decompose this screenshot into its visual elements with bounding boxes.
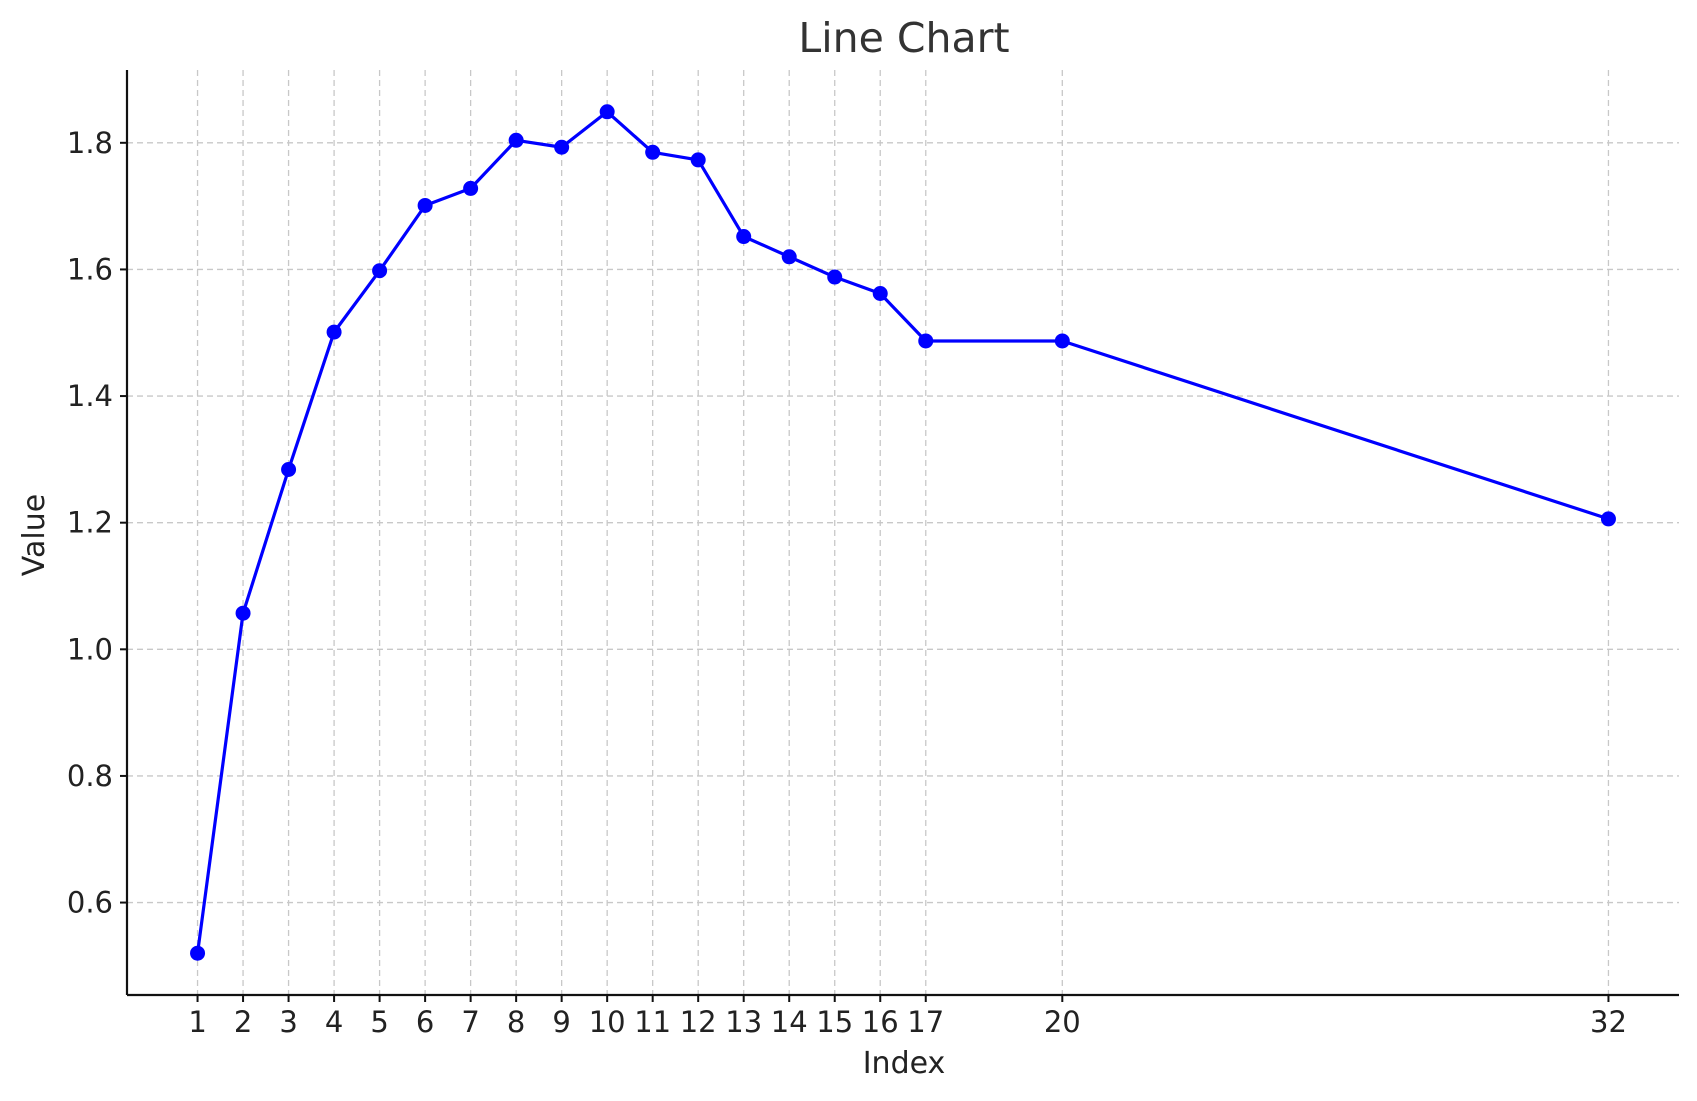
- x-tick-label: 9: [552, 1005, 570, 1039]
- grid: [127, 70, 1679, 995]
- data-point: [736, 229, 752, 245]
- x-tick-label: 7: [461, 1005, 479, 1039]
- data-point: [1054, 333, 1070, 349]
- data-point: [554, 139, 570, 155]
- data-point: [190, 945, 206, 961]
- data-point: [417, 197, 433, 213]
- data-point: [827, 269, 843, 285]
- data-point: [235, 605, 251, 621]
- data-point: [372, 263, 388, 279]
- data-point: [872, 285, 888, 301]
- axes: [125, 70, 1679, 997]
- x-tick-label: 15: [816, 1005, 853, 1039]
- data-point: [281, 462, 297, 478]
- x-tick-label: 16: [862, 1005, 899, 1039]
- data-point: [463, 180, 479, 196]
- x-tick-label: 14: [771, 1005, 808, 1039]
- x-tick-label: 20: [1044, 1005, 1081, 1039]
- chart-title: Line Chart: [798, 14, 1009, 62]
- y-tick-label: 1.8: [67, 126, 113, 160]
- x-axis-label: Index: [863, 1046, 946, 1081]
- x-tick-label: 13: [725, 1005, 762, 1039]
- x-tick-label: 1: [188, 1005, 206, 1039]
- x-tick-label: 11: [634, 1005, 671, 1039]
- x-tick-label: 4: [325, 1005, 343, 1039]
- x-tick-label: 3: [279, 1005, 297, 1039]
- ticks: 1 2 3 4 5 6 7 8 9 10 11 12 13 14 15 16 17 20 320.60.81.01.…: [67, 126, 1627, 1039]
- data-point: [645, 144, 661, 160]
- x-tick-label: 6: [416, 1005, 434, 1039]
- data-point: [918, 333, 934, 349]
- data-point: [1600, 511, 1616, 527]
- y-tick-label: 0.6: [67, 886, 113, 920]
- y-tick-label: 1.4: [67, 379, 113, 413]
- series: [190, 104, 1616, 961]
- series-line: [195, 110, 1609, 954]
- y-tick-label: 1.6: [67, 252, 113, 286]
- x-tick-label: 12: [680, 1005, 717, 1039]
- x-tick-label: 5: [370, 1005, 388, 1039]
- y-tick-label: 0.8: [67, 759, 113, 793]
- data-point: [781, 249, 797, 265]
- x-tick-label: 2: [234, 1005, 252, 1039]
- y-tick-label: 1.0: [67, 632, 113, 666]
- data-point: [326, 324, 342, 340]
- y-tick-label: 1.2: [67, 506, 113, 540]
- y-axis-label: Value: [17, 494, 52, 576]
- x-tick-label: 8: [507, 1005, 525, 1039]
- data-point: [690, 152, 706, 168]
- x-tick-label: 17: [907, 1005, 944, 1039]
- data-point: [599, 104, 615, 120]
- data-point: [508, 132, 524, 148]
- x-tick-label: 32: [1590, 1005, 1627, 1039]
- x-tick-label: 10: [589, 1005, 626, 1039]
